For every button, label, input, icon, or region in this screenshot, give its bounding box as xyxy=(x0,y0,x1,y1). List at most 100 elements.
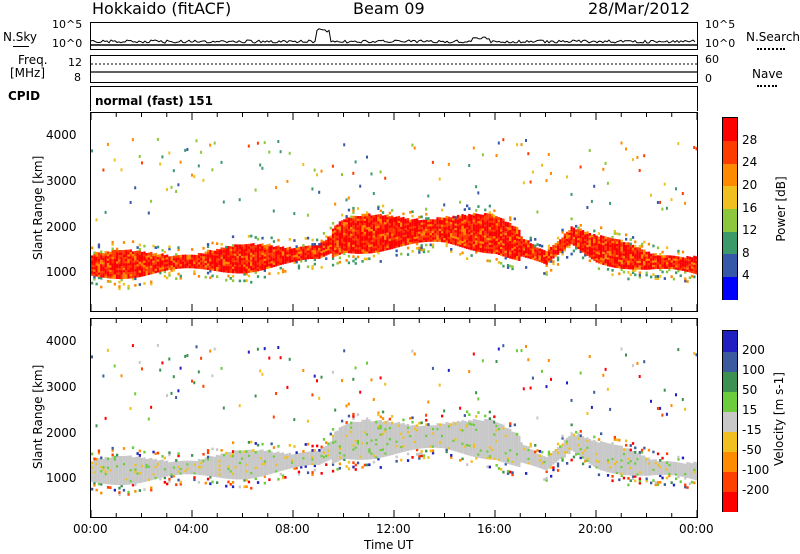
power-cell-1087 xyxy=(304,252,307,256)
velocity-cell-661 xyxy=(222,471,226,474)
velocity-cell-139 xyxy=(113,473,116,477)
power-cell-986 xyxy=(277,254,280,257)
power-cell-1426 xyxy=(361,244,364,248)
power-cell-1617 xyxy=(384,237,387,240)
velocity-cell-520 xyxy=(191,469,194,473)
power-cell-3249 xyxy=(668,266,671,269)
power-cell-2627 xyxy=(543,258,546,262)
velocity-cell-1115 xyxy=(311,449,314,452)
power-cell-2155 xyxy=(470,219,473,222)
power-cell-2544 xyxy=(520,240,523,244)
power-cell-890 xyxy=(259,254,262,258)
power-cell-612 xyxy=(211,241,214,245)
velocity-cell-840 xyxy=(250,440,253,444)
power-cell-2341 xyxy=(493,220,496,224)
power-cell-3214 xyxy=(659,266,662,269)
power-cell-1042 xyxy=(291,250,294,254)
power-cell-1442 xyxy=(363,251,366,254)
power-cell-720 xyxy=(231,253,235,256)
power-cell-1070 xyxy=(300,257,303,261)
power-cell-590 xyxy=(209,276,212,280)
velocity-cell-279 xyxy=(134,457,137,460)
power-cell-2028 xyxy=(452,215,455,219)
velocity-cell-342 xyxy=(145,463,148,467)
power-cell-1963 xyxy=(443,239,446,243)
velocity-cell-1391 xyxy=(356,446,360,449)
velocity-cell-299 xyxy=(138,471,141,475)
power-cell-1579 xyxy=(379,240,382,243)
velocity-cell-25 xyxy=(95,488,98,492)
power-cell-2146 xyxy=(470,238,473,242)
date-title: 28/Mar/2012 xyxy=(588,0,691,18)
velocity-cell-580 xyxy=(206,471,210,474)
velocity-cell-1197 xyxy=(331,445,335,449)
power-cell-1424 xyxy=(361,249,364,252)
power-cell-2399 xyxy=(500,222,503,225)
power-cell-2372 xyxy=(497,239,501,242)
velocity-cell-348 xyxy=(147,471,151,475)
velocity-cell-652 xyxy=(220,462,223,465)
power-cell-1143 xyxy=(318,190,321,194)
power-cell-1466 xyxy=(366,240,369,243)
velocity-cell-147 xyxy=(113,455,116,459)
velocity-cell-1035 xyxy=(288,452,291,456)
power-cell-2951 xyxy=(611,262,614,266)
power-cell-1700 xyxy=(395,229,398,233)
power-cell-1261 xyxy=(341,231,344,234)
power-cell-2018 xyxy=(452,237,455,241)
velocity-cell-837 xyxy=(250,453,253,457)
power-cell-1391 xyxy=(356,240,360,243)
power-cell-2760 xyxy=(577,235,580,239)
power-cell-2754 xyxy=(575,224,578,228)
power-cell-2632 xyxy=(545,273,548,276)
velocity-cell-654 xyxy=(220,457,223,461)
power-cell-2077 xyxy=(461,238,464,241)
power-cell-1539 xyxy=(375,245,378,249)
power-cell-2678 xyxy=(556,249,560,253)
velocity-cell-1378 xyxy=(354,432,357,436)
power-cell-1768 xyxy=(406,231,410,234)
power-cell-1255 xyxy=(341,244,344,248)
power-cell-2519 xyxy=(516,233,519,237)
power-cell-2950 xyxy=(611,264,614,268)
power-cell-2363 xyxy=(495,216,498,219)
power-cell-2272 xyxy=(486,246,489,249)
power-cell-2405 xyxy=(502,249,505,253)
power-cell-2856 xyxy=(595,248,598,252)
power-cell-1676 xyxy=(391,209,394,212)
power-cell-2182 xyxy=(475,237,478,241)
power-cell-1515 xyxy=(370,217,373,221)
power-cell-2947 xyxy=(609,201,612,205)
velocity-cell-242 xyxy=(129,470,132,474)
power-cell-2539 xyxy=(520,251,523,255)
power-cell-3252 xyxy=(668,259,671,263)
velocity-cell-1225 xyxy=(336,450,339,453)
power-cell-1371 xyxy=(354,242,357,245)
power-cell-2891 xyxy=(602,262,605,265)
power-cell-824 xyxy=(247,235,251,238)
velocity-cell-618 xyxy=(213,465,216,469)
velocity-cell-1155 xyxy=(322,457,326,461)
velocity-cell-310 xyxy=(141,479,144,483)
velocity-cell-1058 xyxy=(295,455,298,459)
power-cell-243 xyxy=(129,262,132,266)
velocity-cell-483 xyxy=(177,389,180,393)
power-cell-1174 xyxy=(327,245,330,248)
power-cell-1360 xyxy=(352,215,355,219)
power-cell-2339 xyxy=(493,224,496,228)
velocity-cell-552 xyxy=(200,472,203,476)
power-cell-3233 xyxy=(663,264,666,267)
power-cell-2810 xyxy=(586,231,589,234)
power-cell-690 xyxy=(227,259,230,262)
power-cell-3237 xyxy=(663,255,666,258)
power-cell-1625 xyxy=(384,219,387,223)
power-cell-2854 xyxy=(595,253,598,256)
velocity-cell-919 xyxy=(263,459,266,463)
velocity-cell-1286 xyxy=(345,465,348,468)
power-cell-247 xyxy=(129,253,132,257)
velocity-cell-649 xyxy=(220,468,223,472)
power-cell-127 xyxy=(111,256,114,259)
power-cell-366 xyxy=(150,254,153,257)
power-cell-2232 xyxy=(481,250,485,253)
velocity-cell-298 xyxy=(138,473,141,477)
